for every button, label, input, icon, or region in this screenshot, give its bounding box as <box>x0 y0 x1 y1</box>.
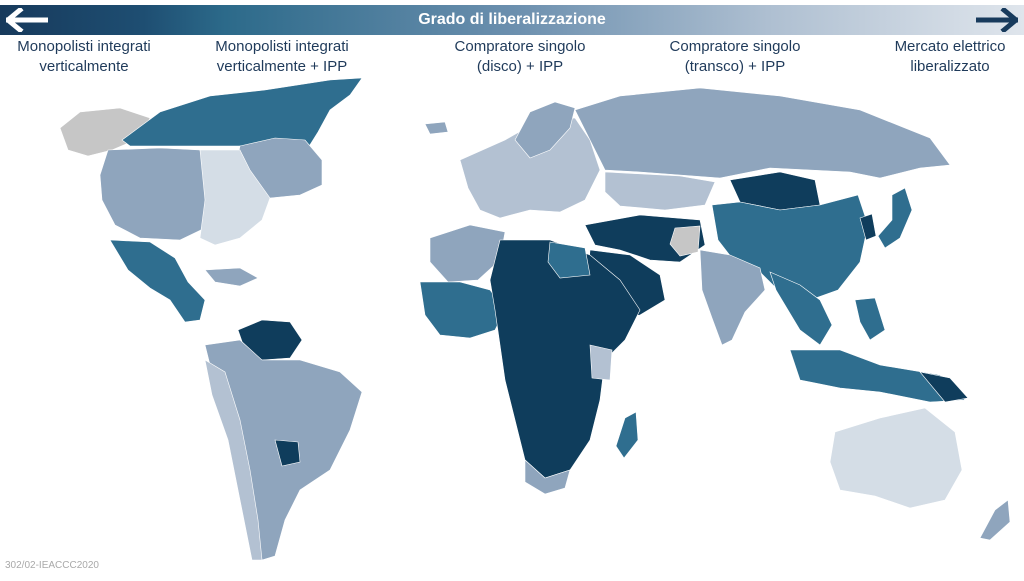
region-west-africa <box>419 281 506 339</box>
stage-label-liberalizzato: Mercato elettrico liberalizzato <box>894 38 1006 75</box>
banner-title: Grado di liberalizzazione <box>418 11 606 28</box>
liberalization-banner: Grado di liberalizzazione <box>0 5 1024 35</box>
region-new-zealand <box>979 499 1011 541</box>
region-papua <box>919 371 969 403</box>
region-southeast-asia <box>769 271 833 346</box>
arrow-left-icon <box>6 8 48 32</box>
region-russia <box>574 87 951 179</box>
region-south-africa <box>524 459 571 495</box>
world-map <box>59 77 1011 560</box>
region-central-asia <box>604 171 716 211</box>
region-egypt <box>547 241 591 279</box>
arrow-right-icon <box>976 8 1018 32</box>
region-chile <box>204 359 263 560</box>
region-afghanistan <box>669 225 701 257</box>
region-korea <box>859 213 877 241</box>
region-caribbean <box>204 267 259 287</box>
stage-label-monopolisti-ipp: Monopolisti integrati verticalmente + IP… <box>215 38 349 75</box>
region-india <box>699 249 766 346</box>
region-madagascar <box>615 411 639 459</box>
region-iceland <box>424 121 449 135</box>
region-usa-east <box>199 149 271 246</box>
region-east-africa <box>589 344 613 381</box>
region-japan <box>877 187 913 249</box>
region-canada <box>121 77 363 151</box>
stage-label-transco-ipp: Compratore singolo (transco) + IPP <box>669 38 801 75</box>
region-philippines <box>854 297 886 341</box>
stage-label-disco-ipp: Compratore singolo (disco) + IPP <box>454 38 586 75</box>
region-mexico <box>109 239 206 323</box>
stage-label-monopolisti: Monopolisti integrati verticalmente <box>17 38 151 75</box>
region-north-africa-west <box>429 224 506 283</box>
footer-code: 302/02-IEACCC2020 <box>5 560 99 571</box>
region-usa-west <box>99 147 211 241</box>
region-africa-central <box>489 239 641 479</box>
region-australia <box>829 407 963 509</box>
region-paraguay <box>274 439 301 467</box>
region-scandinavia <box>514 101 576 159</box>
